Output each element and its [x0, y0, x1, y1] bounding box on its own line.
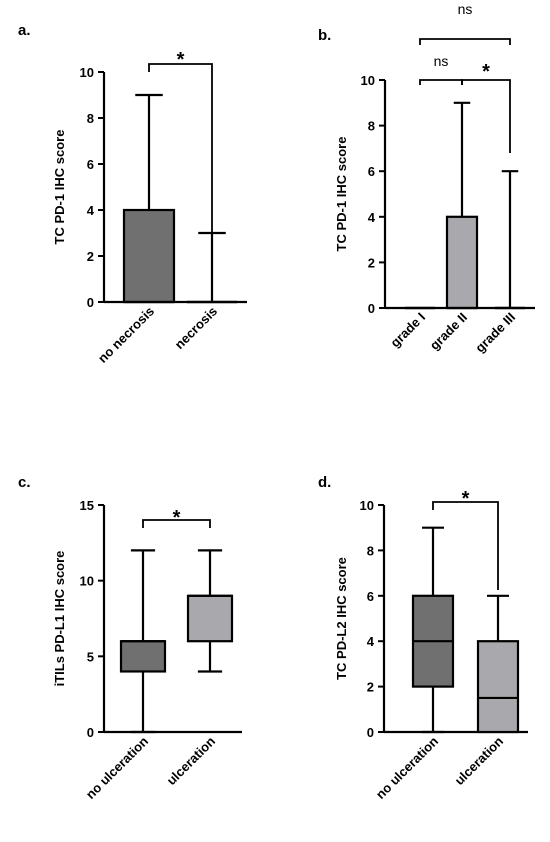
category-label: ulceration: [164, 733, 219, 788]
y-tick-label: 0: [368, 301, 375, 316]
y-tick-label: 4: [367, 634, 375, 649]
chart-panel-1: a. TC PD-1 IHC score 0 2 4 6 8 10 no necrosis nec…: [18, 22, 247, 366]
significance-bracket: ns: [419, 1, 511, 45]
bracket-line: [419, 38, 511, 45]
significance-bracket: *: [142, 507, 211, 529]
box-2: [187, 231, 237, 304]
significance-label: ns: [458, 1, 473, 17]
y-tick-label: 10: [80, 65, 94, 80]
box-2: [186, 549, 234, 673]
panel-letter: b.: [318, 27, 331, 44]
bracket-line: [148, 63, 213, 232]
y-tick-label: 6: [87, 157, 94, 172]
significance-bracket: ns: [419, 53, 463, 85]
y-tick-label: 4: [87, 203, 95, 218]
y-axis-label: TC PD-1 IHC score: [334, 137, 349, 252]
y-tick-label: 10: [360, 498, 374, 513]
bracket-line: [432, 501, 499, 590]
y-tick-label: 0: [87, 295, 94, 310]
chart-panel-4: d. TC PD-L2 IHC score 0 2 4 6 8 10 no ulceration…: [318, 474, 528, 802]
y-tick-label: 8: [368, 119, 375, 134]
box-iqr: [186, 594, 234, 643]
y-tick-label: 8: [367, 543, 374, 558]
box-1: [119, 549, 167, 734]
box-iqr: [445, 215, 479, 310]
bracket-line: [142, 519, 211, 528]
category-label: ulceration: [452, 733, 507, 788]
significance-label: ns: [434, 53, 449, 69]
significance-label: *: [462, 488, 470, 510]
y-tick-label: 10: [361, 73, 375, 88]
significance-bracket: *: [148, 49, 213, 232]
category-label: no ulceration: [83, 733, 151, 801]
category-label: no necrosis: [95, 304, 157, 366]
significance-label: *: [173, 507, 181, 529]
significance-label: *: [177, 49, 185, 71]
box-2: [445, 101, 479, 310]
bracket-line: [419, 79, 463, 85]
y-tick-label: 0: [367, 725, 374, 740]
y-tick-label: 0: [87, 725, 94, 740]
panel-letter: a.: [18, 22, 31, 39]
category-label: no ulceration: [373, 733, 441, 801]
chart-panel-3: c. iTILs PD-L1 IHC score 0 5 10 15 no ulcerati…: [18, 474, 242, 802]
significance-label: *: [482, 61, 490, 83]
box-iqr: [122, 208, 176, 304]
y-tick-label: 6: [368, 164, 375, 179]
y-tick-label: 8: [87, 111, 94, 126]
bracket-line: [461, 79, 511, 153]
box-2: [476, 594, 520, 734]
y-tick-label: 2: [87, 249, 94, 264]
y-tick-label: 6: [367, 589, 374, 604]
box-3: [495, 170, 525, 310]
y-tick-label: 15: [80, 498, 94, 513]
y-axis-label: TC PD-1 IHC score: [52, 130, 67, 245]
box-iqr: [476, 640, 520, 734]
y-tick-label: 2: [368, 255, 375, 270]
category-label: grade I: [387, 310, 428, 351]
y-tick-label: 2: [367, 680, 374, 695]
panel-letter: c.: [18, 474, 31, 491]
box-1: [122, 93, 176, 304]
y-axis-label: iTILs PD-L1 IHC score: [52, 551, 67, 687]
significance-bracket: *: [432, 488, 499, 590]
category-label: necrosis: [172, 304, 220, 352]
y-tick-label: 5: [87, 649, 94, 664]
significance-bracket: *: [461, 61, 511, 153]
y-tick-label: 10: [80, 574, 94, 589]
box-1: [411, 526, 455, 734]
y-tick-label: 4: [368, 210, 376, 225]
category-label: grade II: [427, 310, 470, 353]
panel-letter: d.: [318, 474, 331, 491]
y-axis-label: TC PD-L2 IHC score: [334, 557, 349, 680]
box-iqr: [119, 640, 167, 673]
category-label: grade III: [472, 310, 518, 356]
